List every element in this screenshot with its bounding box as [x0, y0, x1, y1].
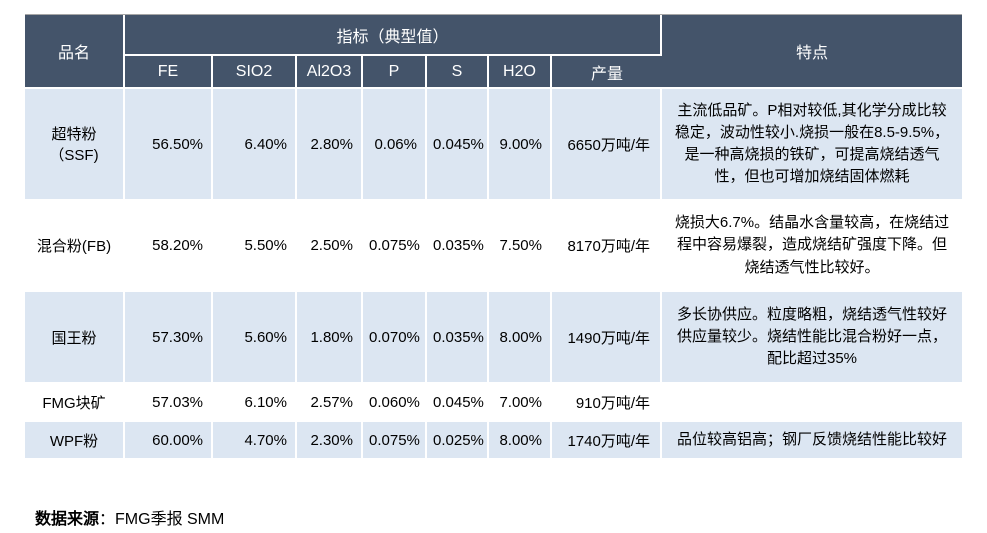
h2o-cell: 8.00%	[489, 422, 552, 460]
data-source-line: 数据来源：FMG季报 SMM	[35, 505, 224, 529]
s-cell: 0.045%	[427, 89, 489, 201]
sio2-cell: 4.70%	[213, 422, 297, 460]
s-cell: 0.035%	[427, 201, 489, 292]
p-cell: 0.075%	[363, 422, 427, 460]
features-cell: 品位较高铝高；钢厂反馈烧结性能比较好	[662, 422, 963, 460]
s-cell: 0.035%	[427, 292, 489, 384]
p-cell: 0.075%	[363, 201, 427, 292]
sio2-cell: 5.50%	[213, 201, 297, 292]
h2o-cell: 7.50%	[489, 201, 552, 292]
output-cell: 8170万吨/年	[552, 201, 663, 292]
product-name-cell: 混合粉(FB)	[25, 201, 125, 292]
output-cell: 1490万吨/年	[552, 292, 663, 384]
fe-cell: 56.50%	[125, 89, 213, 201]
output-cell: 6650万吨/年	[552, 89, 663, 201]
product-name-cell: FMG块矿	[25, 384, 125, 422]
h2o-cell: 9.00%	[489, 89, 552, 201]
col-header-indicators-group: 指标（典型值）	[125, 15, 663, 56]
p-cell: 0.06%	[363, 89, 427, 201]
col-header-output: 产量	[552, 56, 663, 89]
features-cell: 多长协供应。粒度略粗，烧结透气性较好供应量较少。烧结性能比混合粉好一点，配比超过…	[662, 292, 963, 384]
col-header-fe: FE	[125, 56, 213, 89]
fmg-products-table: 品名 指标（典型值） 特点 FE SIO2 Al2O3 P S H2O 产量 超…	[25, 14, 963, 460]
h2o-cell: 8.00%	[489, 292, 552, 384]
table-row-ssf: 超特粉（SSF) 56.50% 6.40% 2.80% 0.06% 0.045%…	[25, 89, 963, 201]
al2o3-cell: 2.30%	[297, 422, 363, 460]
product-name-cell: 超特粉（SSF)	[25, 89, 125, 201]
col-header-product: 品名	[25, 15, 125, 89]
h2o-cell: 7.00%	[489, 384, 552, 422]
al2o3-cell: 2.50%	[297, 201, 363, 292]
fe-cell: 58.20%	[125, 201, 213, 292]
s-cell: 0.045%	[427, 384, 489, 422]
table-row-fmg-lump: FMG块矿 57.03% 6.10% 2.57% 0.060% 0.045% 7…	[25, 384, 963, 422]
output-cell: 1740万吨/年	[552, 422, 663, 460]
features-cell	[662, 384, 963, 422]
sio2-cell: 6.40%	[213, 89, 297, 201]
table-row-fb: 混合粉(FB) 58.20% 5.50% 2.50% 0.075% 0.035%…	[25, 201, 963, 292]
data-source-label: 数据来源	[35, 511, 100, 528]
sio2-cell: 6.10%	[213, 384, 297, 422]
table-row-kings: 国王粉 57.30% 5.60% 1.80% 0.070% 0.035% 8.0…	[25, 292, 963, 384]
product-name-cell: WPF粉	[25, 422, 125, 460]
al2o3-cell: 2.57%	[297, 384, 363, 422]
fe-cell: 60.00%	[125, 422, 213, 460]
col-header-p: P	[363, 56, 427, 89]
al2o3-cell: 1.80%	[297, 292, 363, 384]
fmg-products-table-wrap: 品名 指标（典型值） 特点 FE SIO2 Al2O3 P S H2O 产量 超…	[25, 14, 963, 460]
header-row-group: 品名 指标（典型值） 特点	[25, 15, 963, 89]
col-header-sio2: SIO2	[213, 56, 297, 89]
col-header-features: 特点	[662, 15, 963, 89]
p-cell: 0.070%	[363, 292, 427, 384]
features-cell: 烧损大6.7%。结晶水含量较高，在烧结过程中容易爆裂，造成烧结矿强度下降。但烧结…	[662, 201, 963, 292]
data-source-text: ：FMG季报 SMM	[99, 511, 225, 528]
fe-cell: 57.03%	[125, 384, 213, 422]
p-cell: 0.060%	[363, 384, 427, 422]
sio2-cell: 5.60%	[213, 292, 297, 384]
table-row-wpf: WPF粉 60.00% 4.70% 2.30% 0.075% 0.025% 8.…	[25, 422, 963, 460]
product-name-cell: 国王粉	[25, 292, 125, 384]
col-header-s: S	[427, 56, 489, 89]
col-header-h2o: H2O	[489, 56, 552, 89]
fe-cell: 57.30%	[125, 292, 213, 384]
output-cell: 910万吨/年	[552, 384, 663, 422]
col-header-al2o3: Al2O3	[297, 56, 363, 89]
features-cell: 主流低品矿。P相对较低,其化学分成比较稳定，波动性较小.烧损一般在8.5-9.5…	[662, 89, 963, 201]
al2o3-cell: 2.80%	[297, 89, 363, 201]
s-cell: 0.025%	[427, 422, 489, 460]
header-row-sub: FE SIO2 Al2O3 P S H2O 产量	[25, 56, 962, 89]
